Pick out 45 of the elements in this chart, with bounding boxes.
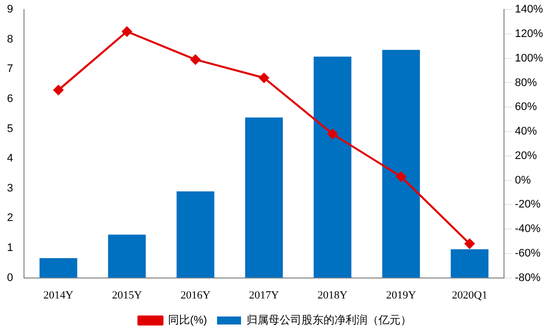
y2-tick-label: 120% xyxy=(514,28,544,40)
point xyxy=(464,238,475,249)
y2-tick-label: 0% xyxy=(514,174,531,186)
x-tick-label: 2020Q1 xyxy=(452,289,488,302)
x-tick-label: 2016Y xyxy=(180,289,210,302)
x-tick-label: 2017Y xyxy=(249,289,280,302)
legend-label: 同比(%) xyxy=(168,314,208,327)
x-tick-label: 2015Y xyxy=(112,289,142,302)
y2-tick-label: 40% xyxy=(514,126,538,138)
bar xyxy=(176,191,214,278)
y2-tick-label: 20% xyxy=(514,150,538,162)
y-tick-label: 0 xyxy=(6,272,14,284)
y-tick-label: 8 xyxy=(6,33,14,46)
bar xyxy=(450,249,488,278)
bar xyxy=(382,50,420,278)
point xyxy=(190,54,200,65)
legend-label: 归属母公司股东的净利润（亿元） xyxy=(246,314,412,327)
bar xyxy=(314,56,352,278)
y-tick-label: 6 xyxy=(6,93,14,106)
point xyxy=(258,72,269,83)
y2-tick-label: -80% xyxy=(514,272,541,284)
bar xyxy=(40,258,78,278)
y-tick-label: 7 xyxy=(6,63,14,76)
y-tick-label: 1 xyxy=(6,242,14,254)
y-tick-label: 3 xyxy=(6,182,14,194)
y2-tick-label: -20% xyxy=(514,198,541,211)
point xyxy=(53,85,64,96)
y-tick-label: 4 xyxy=(6,152,14,165)
y2-tick-label: -40% xyxy=(514,223,541,236)
point xyxy=(122,26,132,37)
point xyxy=(396,172,406,182)
y2-tick-label: 100% xyxy=(514,52,544,64)
x-tick-label: 2019Y xyxy=(386,289,416,302)
y2-tick-label: -60% xyxy=(514,247,541,260)
y2-tick-label: 60% xyxy=(514,101,538,114)
y-tick-label: 9 xyxy=(6,4,14,16)
y2-tick-label: 140% xyxy=(514,4,544,16)
bar xyxy=(108,234,146,278)
bar xyxy=(245,117,283,278)
x-tick-label: 2014Y xyxy=(43,289,74,302)
x-tick-label: 2018Y xyxy=(318,289,348,302)
y-tick-label: 2 xyxy=(6,212,14,224)
y2-tick-label: 80% xyxy=(514,76,538,89)
y-tick-label: 5 xyxy=(6,122,14,135)
point xyxy=(328,128,338,139)
